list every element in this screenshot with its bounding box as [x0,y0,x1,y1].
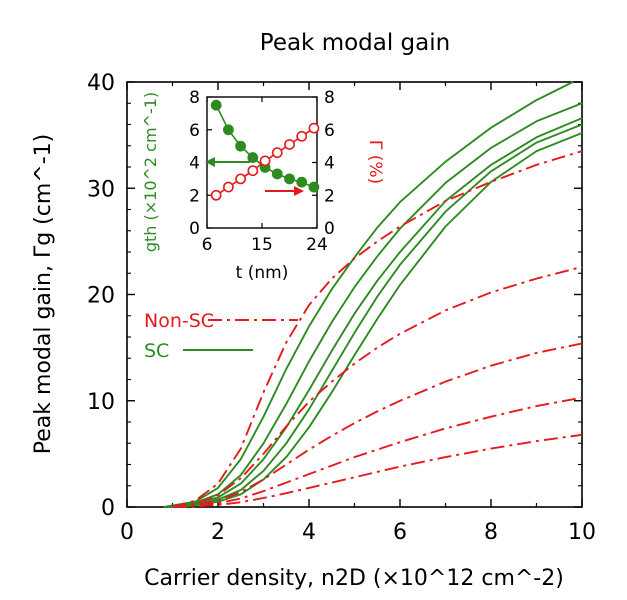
legend-label-sc: SC [144,340,169,362]
main-series-group [163,81,583,508]
inset-point-0 [308,181,320,193]
x-tick-label: 2 [211,520,225,545]
chart-title: Peak modal gain [260,30,450,56]
inset-x-tick-label: 24 [306,235,328,255]
series-line-non-sc-6 [172,265,583,508]
inset-point-1 [296,130,308,142]
inset-left-axis-label: gth (×10^2 cm^-1) [141,92,160,252]
series-line-non-sc-5 [172,150,583,508]
legend-label-non-sc: Non-SC [144,310,214,332]
series-line-sc-3 [172,123,583,508]
inset-y-left-tick-label: 0 [189,219,200,239]
y-tick-label: 10 [87,390,115,415]
inset-point-0 [235,140,247,152]
series-line-non-sc-7 [172,342,583,508]
x-tick-label: 4 [302,520,316,545]
gth-axis-arrow [205,157,250,167]
gamma-axis-arrow [265,186,304,196]
inset-y-left-tick-label: 2 [189,186,200,206]
inset-point-1 [235,173,247,185]
inset-y-right-tick-label: 2 [324,186,335,206]
x-tick-label: 10 [568,520,596,545]
inset-y-right-tick-label: 0 [324,219,335,239]
inset-y-left-tick-label: 8 [189,88,200,108]
inset-x-tick-label: 15 [251,235,273,255]
series-line-sc-2 [172,117,583,508]
x-tick-label: 0 [120,520,134,545]
inset-y-left-tick-label: 6 [189,121,200,141]
y-tick-label: 40 [87,71,115,96]
inset-point-1 [308,122,320,134]
inset-y-right-tick-label: 4 [324,154,335,174]
legend: Non-SC SC [144,310,298,362]
y-tick-label: 30 [87,177,115,202]
inset-point-1 [259,155,271,167]
x-tick-label: 8 [484,520,498,545]
inset-right-axis-label: Γ (%) [365,140,385,184]
inset-point-0 [284,173,295,185]
inset-point-1 [284,139,295,150]
y-tick-label: 20 [87,284,115,309]
main-x-axis-label: Carrier density, n2D (×10^12 cm^-2) [144,566,564,591]
inset-point-0 [271,168,283,180]
inset-x-tick-label: 6 [202,235,213,255]
inset-y-right-tick-label: 6 [324,121,335,141]
x-tick-label: 6 [393,520,407,545]
inset-point-1 [271,147,283,159]
inset-point-0 [247,152,259,163]
inset-point-1 [247,165,259,177]
series-line-non-sc-9 [172,433,583,508]
y-tick-label: 0 [101,496,115,521]
series-line-sc-0 [163,81,574,508]
series-line-sc-1 [167,102,583,508]
main-plot-frame [126,81,583,508]
inset-point-0 [210,99,222,111]
inset-y-left-tick-label: 4 [189,154,200,174]
series-line-sc-4 [177,132,583,508]
inset-point-1 [210,189,222,201]
inset-point-1 [222,181,234,193]
main-y-axis-label: Peak modal gain, Γg (cm^-1) [31,134,56,454]
series-line-non-sc-8 [172,396,583,508]
inset-point-0 [222,124,234,136]
inset-series-group [210,99,320,201]
inset-x-axis-label: t (nm) [236,263,289,283]
inset-point-0 [296,176,308,188]
inset-y-right-tick-label: 8 [324,88,335,108]
